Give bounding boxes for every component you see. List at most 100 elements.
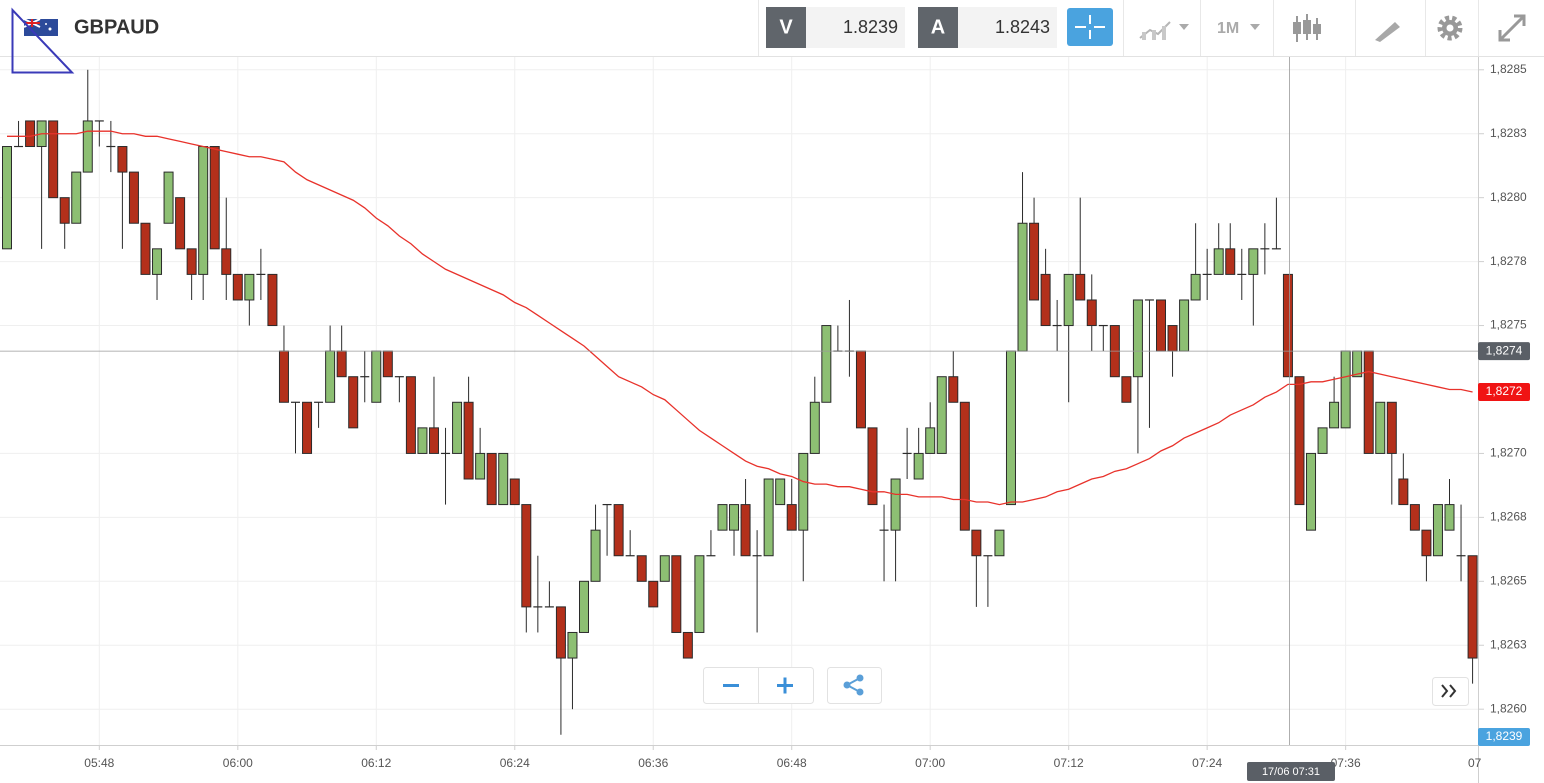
x-tick-label: 07:00 (915, 756, 945, 770)
candle-body (405, 376, 416, 454)
candle-body (648, 580, 659, 608)
crosshair-button[interactable] (1067, 8, 1113, 46)
fullscreen-button[interactable] (1498, 14, 1526, 42)
crosshair-price-tag (1478, 342, 1530, 361)
y-tick-label: 1,8283 (1490, 126, 1527, 140)
buy-price-box[interactable] (958, 7, 1057, 48)
scroll-right-button[interactable] (1441, 684, 1457, 698)
candle-body (198, 146, 209, 275)
ma-price-tag-label: 1,8272 (1486, 384, 1523, 398)
candle-body (463, 401, 474, 480)
candle-body (521, 504, 532, 608)
x-tick-label: 06:36 (638, 756, 668, 770)
candle-body (890, 478, 901, 531)
sell-price: 1.8239 (843, 17, 898, 37)
x-tick-label: 06:00 (223, 756, 253, 770)
price-tags: 1,8272 1,8274 1,8239 (1478, 342, 1530, 746)
candle-body (959, 401, 970, 531)
candle-body (971, 529, 982, 557)
x-tick-label: 06:48 (777, 756, 807, 770)
y-tick-label: 1,8285 (1490, 62, 1527, 76)
chart-type-button[interactable] (1293, 14, 1321, 42)
candle-body (117, 146, 128, 173)
candle-body (1132, 299, 1143, 378)
candle-body (371, 350, 382, 403)
y-tick-label: 1,8280 (1490, 190, 1527, 204)
candle-body (1213, 248, 1224, 275)
candle-body (302, 401, 313, 454)
moving-average (7, 130, 1473, 506)
share-button[interactable] (843, 674, 864, 696)
crosshair-time-tag (1247, 762, 1335, 781)
candle-body (867, 427, 878, 506)
candle-body (1432, 504, 1443, 557)
candle-body (613, 504, 624, 557)
ma-price-tag (1478, 383, 1530, 402)
candle-body (267, 273, 278, 327)
candle-body (163, 171, 174, 224)
candle-body (1421, 529, 1432, 557)
candle-body (428, 427, 439, 454)
zoom-in-button[interactable] (777, 677, 793, 694)
candle-body (382, 350, 393, 378)
candle-body (2, 146, 12, 250)
sell-price-box[interactable] (806, 7, 905, 48)
y-tick-label: 1,8263 (1490, 637, 1527, 651)
candle-body (59, 197, 70, 224)
candle-body (740, 504, 751, 557)
candle-body (244, 273, 255, 301)
candle-body (590, 529, 601, 582)
candle-body (1121, 376, 1132, 403)
bid-price-tag (1478, 728, 1530, 746)
y-tick-label: 1,8278 (1490, 254, 1527, 268)
candle-body (1317, 427, 1328, 454)
settings-button[interactable] (1437, 15, 1463, 41)
candle-body (209, 146, 220, 250)
buy-button[interactable] (918, 7, 958, 48)
y-tick-label: 1,8275 (1490, 318, 1527, 332)
candle-body (809, 401, 820, 454)
candle-body (325, 350, 336, 403)
sell-button[interactable] (766, 7, 806, 48)
candle-body (186, 248, 197, 275)
candle-body (1225, 248, 1236, 275)
candle-body (936, 376, 947, 454)
candle-body (221, 248, 232, 275)
y-tick-label: 1,8260 (1490, 701, 1527, 715)
timeframe[interactable]: 1M (1217, 20, 1239, 37)
x-tick-label: 05:48 (84, 756, 114, 770)
crosshair-time-label: 17/06 07:31 (1262, 766, 1320, 778)
candle-body (579, 580, 589, 633)
candle-body (1075, 273, 1086, 301)
draw-tool-button[interactable] (1375, 22, 1400, 42)
candle-body (1386, 401, 1397, 454)
candle-body (555, 606, 566, 659)
candle-body (25, 120, 36, 148)
candle-body (786, 504, 797, 531)
candle-body (659, 555, 670, 582)
candle-body (948, 376, 959, 403)
x-tick-label: 06:12 (361, 756, 391, 770)
candle-body (71, 171, 82, 224)
candle-body (486, 452, 497, 506)
y-tick-label: 1,8265 (1490, 573, 1527, 587)
zoom-controls (703, 667, 1469, 706)
candle-body (152, 248, 163, 275)
y-tick-label: 1,8268 (1490, 510, 1527, 524)
candle-body (1294, 376, 1305, 506)
candle-body (1063, 273, 1074, 327)
bid-price-tag-label: 1,8239 (1486, 729, 1523, 743)
candle-body (1306, 452, 1317, 531)
candle-body (232, 273, 243, 301)
candle-body (821, 325, 832, 403)
indicator-button[interactable] (1139, 21, 1189, 40)
candle-body (82, 120, 93, 173)
toolbar: GBPAUD V 1.8239 A 1.8243 1M (0, 0, 1544, 74)
sell-label: V (779, 16, 793, 38)
candle-body (1363, 350, 1374, 454)
candle-body (140, 222, 151, 275)
candle-body (1167, 325, 1178, 352)
candle-body (798, 452, 809, 531)
